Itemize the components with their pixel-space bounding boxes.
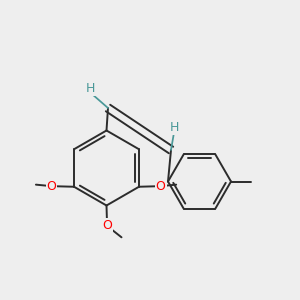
Text: H: H [86, 82, 95, 95]
Text: H: H [169, 121, 179, 134]
Text: O: O [46, 180, 56, 193]
Text: O: O [156, 180, 166, 193]
Text: O: O [102, 219, 112, 232]
